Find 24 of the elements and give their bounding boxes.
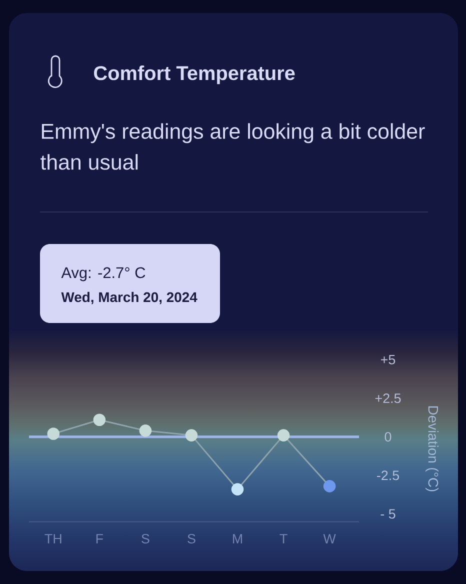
- x-tick-label: F: [96, 534, 103, 544]
- point: [47, 428, 60, 440]
- point: [185, 429, 198, 442]
- point: [93, 414, 106, 426]
- x-tick-label: M: [233, 534, 242, 544]
- x-tick-label: TH: [44, 534, 62, 544]
- y-tick-label: -2.5: [377, 470, 400, 480]
- y-tick-label: - 5: [380, 509, 396, 519]
- point: [277, 429, 290, 442]
- chart-subtitle: Emmy's readings are looking a bit colder than usual: [40, 123, 425, 170]
- x-tick-label: S: [142, 534, 150, 544]
- text: Wed, March 20, 2024: [61, 292, 198, 304]
- x-tick-label: T: [280, 534, 288, 544]
- point: [139, 424, 152, 437]
- point: [323, 480, 336, 492]
- text: Avg: -2.7° C: [61, 267, 146, 282]
- y-tick-label: +5: [380, 355, 396, 364]
- x-tick-label: W: [323, 534, 336, 544]
- point: [231, 483, 244, 496]
- x-tick-label: S: [188, 534, 196, 544]
- y-tick-label: 0: [384, 432, 392, 442]
- y-tick-label: +2.5: [375, 394, 401, 404]
- chart-title: Comfort Temperature: [94, 66, 295, 84]
- y-axis-title: Deviation (°C): [426, 406, 439, 492]
